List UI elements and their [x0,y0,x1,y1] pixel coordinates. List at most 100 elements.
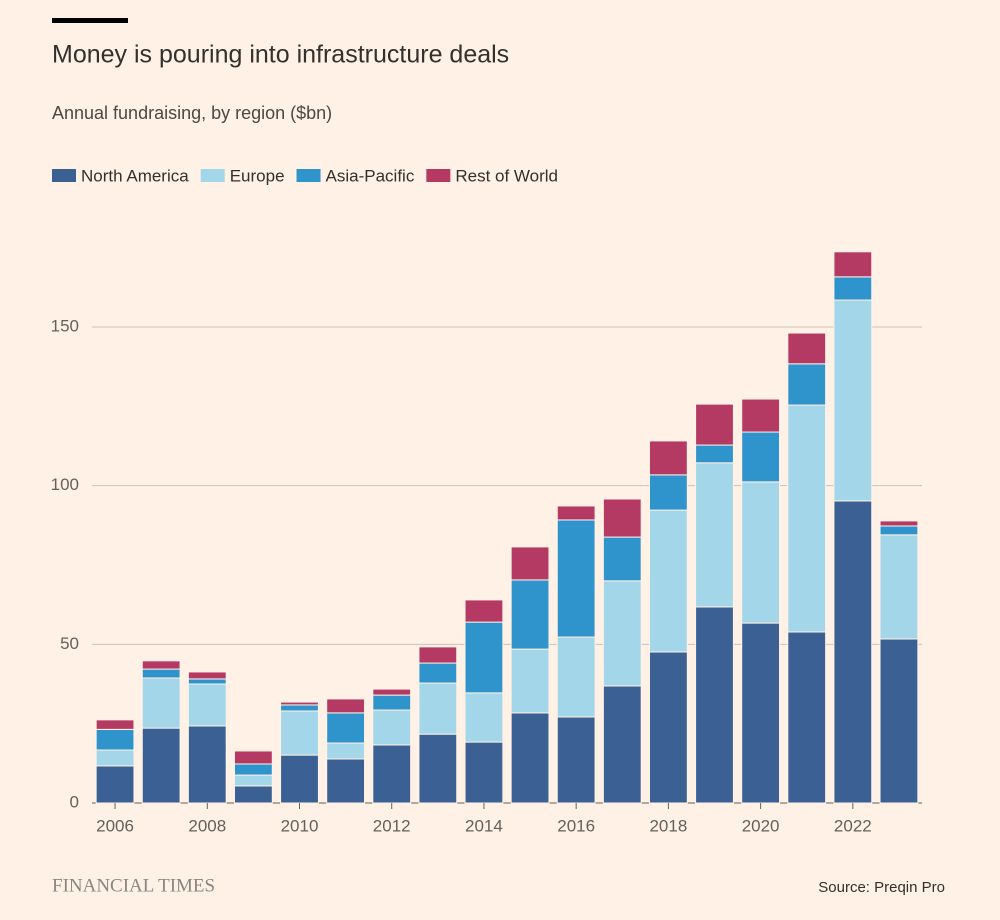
legend-swatch [426,169,451,182]
bar-segment [418,646,458,664]
x-tick-label: 2022 [834,816,872,835]
bar-segment [280,710,319,756]
bar-segment [95,749,135,767]
bar-segment [233,750,273,765]
bar-segment [510,546,550,581]
x-tick-label: 2016 [557,816,595,835]
bar-segment [833,276,873,301]
legend-swatch [52,169,76,182]
bar-segment [556,519,596,638]
bar-segment [602,580,642,687]
bar-segment [833,299,873,502]
bar-segment [879,525,919,536]
bar-segment [648,440,688,476]
bar-segment [95,719,135,730]
legend-swatch [296,169,321,182]
bar-segment [187,683,227,727]
bar-segment [280,704,319,712]
legend-swatch [200,169,225,182]
bar-segment [418,662,458,684]
bar-segment [464,692,504,743]
bar-segment [648,509,688,653]
bar-segment [833,251,873,278]
bar-segment [280,701,319,706]
bar-segment [187,671,227,680]
legend-label: Asia-Pacific [326,166,415,185]
chart-title: Money is pouring into infrastructure dea… [52,41,509,69]
bar-segment [787,404,827,633]
bar-segment [879,638,919,804]
x-tick-label: 2020 [742,816,780,835]
bar-segment [879,534,919,640]
bar-segment [326,698,366,714]
bar-segment [141,660,181,670]
bar-segment [602,498,642,538]
bar-segment [326,758,366,804]
legend-label: Europe [230,166,285,185]
bar-segment [510,579,550,650]
bar-segment [233,763,273,776]
bar-segment [879,520,919,527]
bar-segment [464,621,504,694]
x-tick-label: 2006 [96,816,134,835]
bar-segment [418,733,458,804]
bar-segment [141,668,181,679]
bar-segment [556,636,596,718]
bar-segment [372,709,412,746]
bar-segment [602,685,642,804]
brand-bar [52,18,128,23]
y-tick-label: 150 [51,316,79,335]
y-tick-label: 100 [51,475,79,494]
x-tick-label: 2018 [649,816,687,835]
brand: FINANCIAL TIMES [52,875,215,896]
bar-segment [602,536,642,582]
bar-segment [233,774,273,787]
bar-segment [464,599,504,623]
bar-segment [510,648,550,714]
bar-segment [556,505,596,521]
bar-segment [233,785,273,804]
bar-segment [95,765,135,804]
bar-segment [695,606,734,804]
bar-segment [648,474,688,511]
bar-segment [556,716,596,804]
bar-segment [741,622,781,804]
bar-segment [326,742,366,760]
chart-subtitle: Annual fundraising, by region ($bn) [52,103,332,123]
bar-segment [326,712,366,744]
source: Source: Preqin Pro [818,879,945,896]
bar-segment [741,431,781,483]
bar-segment [787,363,827,406]
bar-segment [787,631,827,804]
bar-segment [741,398,781,433]
bar-segment [141,677,181,729]
bar-segment [833,500,873,804]
bar-segment [695,403,734,446]
bar-segment [510,712,550,804]
bar-segment [372,744,412,804]
bar-segment [741,481,781,624]
legend-label: Rest of World [455,166,558,185]
bar-segment [648,651,688,804]
legend-label: North America [81,166,189,185]
bar-segment [372,694,412,711]
x-tick-label: 2014 [465,816,503,835]
bar-segment [280,754,319,804]
y-tick-label: 50 [60,634,79,653]
x-tick-label: 2010 [281,816,319,835]
bar-segment [695,444,734,464]
bar-segment [187,678,227,685]
bar-segment [418,682,458,735]
x-tick-label: 2008 [188,816,226,835]
bar-segment [95,728,135,751]
y-tick-label: 0 [70,792,79,811]
x-tick-label: 2012 [373,816,411,835]
bar-segment [695,462,734,608]
bar-segment [141,727,181,804]
bar-segment [187,725,227,804]
bar-segment [372,688,412,696]
bar-segment [787,332,827,365]
bar-segment [464,741,504,804]
